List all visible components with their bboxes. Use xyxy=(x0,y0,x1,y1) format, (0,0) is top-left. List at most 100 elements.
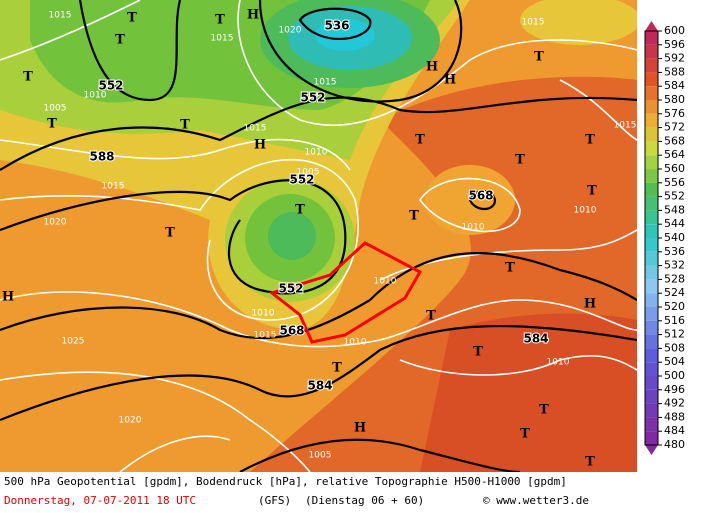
pressure-symbol: T xyxy=(332,361,342,376)
isobar-label: 1020 xyxy=(279,26,302,36)
pressure-symbol: T xyxy=(415,133,425,148)
pressure-symbol: T xyxy=(215,13,225,28)
legend-tick-label: 588 xyxy=(664,65,685,78)
legend-tick-label: 564 xyxy=(664,148,685,161)
legend-tick-label: 516 xyxy=(664,314,685,327)
legend-swatch xyxy=(645,431,658,445)
isobar-label: 1020 xyxy=(44,218,67,228)
legend-swatch xyxy=(645,417,658,432)
legend-swatch xyxy=(645,348,658,363)
geopotential-label: 552 xyxy=(278,282,303,296)
isobar-label: 1025 xyxy=(62,337,85,347)
pressure-symbol: T xyxy=(23,70,33,85)
isobar-label: 1015 xyxy=(102,182,125,192)
legend-swatch xyxy=(645,210,658,225)
map-field xyxy=(0,0,637,472)
isobar-label: 1010 xyxy=(547,358,570,368)
legend-tick-label: 592 xyxy=(664,52,685,65)
pressure-symbol: H xyxy=(584,297,596,312)
isobar-label: 1010 xyxy=(462,223,485,233)
geopotential-label: 568 xyxy=(468,189,493,203)
isobar-label: 1015 xyxy=(314,78,337,88)
pressure-symbol: T xyxy=(515,153,525,168)
pressure-symbol: T xyxy=(534,50,544,65)
legend-swatch xyxy=(645,58,658,73)
legend-tick-label: 548 xyxy=(664,203,685,216)
legend-swatch xyxy=(645,31,658,45)
isobar-label: 1010 xyxy=(344,338,367,348)
isobar-label: 1010 xyxy=(374,277,397,287)
footer-run: (Dienstag 06 + 60) xyxy=(305,494,424,507)
geopotential-label: 552 xyxy=(98,79,123,93)
legend-swatch xyxy=(645,141,658,156)
legend-swatch xyxy=(645,44,658,59)
pressure-symbol: H xyxy=(247,8,259,23)
geopotential-label: 588 xyxy=(89,150,114,164)
legend-swatch xyxy=(645,265,658,280)
legend-swatch xyxy=(645,403,658,418)
pressure-symbol: T xyxy=(47,117,57,132)
geopotential-label: 584 xyxy=(307,379,332,393)
isobar-label: 1005 xyxy=(44,104,67,114)
legend-tick-label: 560 xyxy=(664,162,685,175)
pressure-symbol: T xyxy=(295,203,305,218)
legend-swatch xyxy=(645,100,658,114)
footer-model: (GFS) xyxy=(258,494,291,507)
legend-tick-label: 480 xyxy=(664,438,685,451)
legend-swatch xyxy=(645,334,658,349)
isobar-label: 1005 xyxy=(309,451,332,461)
pressure-symbol: H xyxy=(444,73,456,88)
legend-tick-label: 484 xyxy=(664,424,685,437)
legend-tick-label: 572 xyxy=(664,121,685,134)
pressure-symbol: T xyxy=(115,33,125,48)
legend-tick-label: 536 xyxy=(664,245,685,258)
legend-swatch xyxy=(645,376,658,390)
legend-tick-label: 532 xyxy=(664,259,685,272)
legend-tick-label: 520 xyxy=(664,300,685,313)
legend-tick-label: 584 xyxy=(664,79,685,92)
legend-tick-label: 552 xyxy=(664,190,685,203)
legend-swatch xyxy=(645,320,658,335)
legend-swatch xyxy=(645,127,658,142)
pressure-symbol: T xyxy=(585,455,595,470)
footer-description: 500 hPa Geopotential [gpdm], Bodendruck … xyxy=(4,475,567,488)
footer-bg xyxy=(0,472,637,513)
isobar-label: 1015 xyxy=(49,11,72,21)
legend-arrow-top xyxy=(645,21,658,31)
highlight-region xyxy=(268,241,423,344)
geopotential-label: 584 xyxy=(523,332,548,346)
pressure-symbol: T xyxy=(520,427,530,442)
pressure-symbol: T xyxy=(409,209,419,224)
pressure-symbol: T xyxy=(127,11,137,26)
isobar-label: 1015 xyxy=(244,124,267,134)
legend-swatch xyxy=(645,86,658,100)
legend-tick-label: 544 xyxy=(664,217,685,230)
isobar-label: 1015 xyxy=(254,331,277,341)
pressure-symbol: H xyxy=(426,60,438,75)
geopotential-label: 552 xyxy=(289,173,314,187)
pressure-symbol: H xyxy=(2,290,14,305)
legend-swatch xyxy=(645,238,658,252)
isobar-label: 1015 xyxy=(614,121,637,131)
legend-swatch xyxy=(645,279,658,294)
geopotential-label: 536 xyxy=(324,19,349,33)
legend-tick-label: 576 xyxy=(664,107,685,120)
legend-swatch xyxy=(645,293,658,307)
geopotential-label: 552 xyxy=(300,91,325,105)
legend-tick-label: 492 xyxy=(664,397,685,410)
footer-credit: © www.wetter3.de xyxy=(483,494,589,507)
pressure-symbol: T xyxy=(473,345,483,360)
legend-swatch xyxy=(645,155,658,169)
legend-tick-label: 540 xyxy=(664,231,685,244)
legend-tick-label: 496 xyxy=(664,383,685,396)
legend-tick-label: 600 xyxy=(664,24,685,37)
pressure-symbol: T xyxy=(165,226,175,241)
legend-swatch xyxy=(645,224,658,238)
legend-frame xyxy=(644,30,659,446)
geopotential-contours xyxy=(0,0,637,472)
pressure-symbol: T xyxy=(539,403,549,418)
legend-tick-label: 524 xyxy=(664,286,685,299)
pressure-symbol: T xyxy=(505,261,515,276)
legend-arrow-bottom xyxy=(645,445,658,455)
